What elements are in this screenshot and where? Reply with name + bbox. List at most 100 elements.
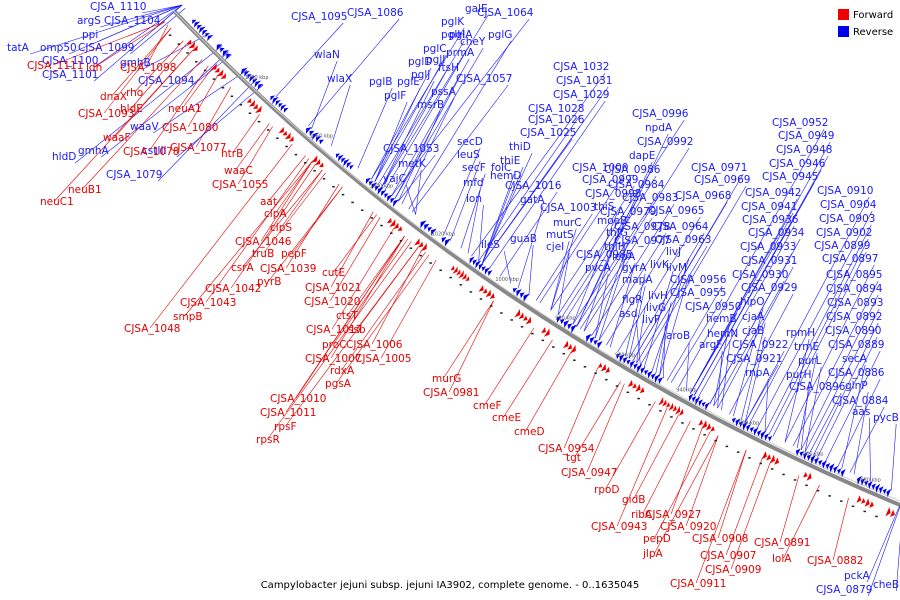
reverse-gene-arrow (343, 158, 350, 167)
forward-gene-arrow (541, 327, 546, 334)
label-connector (184, 161, 313, 317)
reverse-gene-label: CJSA_1095 (291, 11, 347, 23)
reverse-gene-arrow (319, 139, 324, 145)
feature-marker (552, 346, 555, 348)
forward-gene-label: CJSA_1006 (346, 339, 403, 351)
feature-marker (459, 284, 462, 286)
feature-marker (203, 69, 207, 72)
label-connector (685, 435, 719, 527)
label-connector (478, 204, 484, 262)
reverse-gene-label: hemB (706, 313, 737, 325)
forward-gene-label: neuA1 (168, 103, 202, 115)
reverse-gene-label: mapA (622, 274, 653, 286)
forward-gene-arrow (856, 495, 862, 503)
reverse-gene-label: CJSA_0890 (825, 325, 881, 337)
feature-marker (332, 185, 335, 188)
reverse-gene-arrow (381, 190, 387, 197)
label-connector (624, 273, 646, 357)
label-connector (111, 27, 172, 97)
feature-marker (615, 385, 619, 387)
reverse-gene-arrow (305, 127, 312, 134)
reverse-gene-arrow (254, 80, 262, 88)
legend-reverse-swatch (838, 26, 849, 37)
reverse-gene-arrow (692, 396, 697, 403)
reverse-gene-label: galE (465, 3, 488, 15)
reverse-gene-label: ileS (481, 239, 500, 251)
reverse-gene-label: CJSA_1003 (540, 202, 596, 214)
forward-gene-arrow (393, 222, 399, 229)
label-connector (800, 380, 810, 451)
reverse-gene-arrow (420, 220, 427, 229)
reverse-gene-label: CJSA_0889 (828, 339, 884, 351)
forward-gene-label: CJSA_1039 (260, 263, 316, 275)
reverse-gene-label: npdA (645, 122, 673, 134)
reverse-gene-label: CJSA_0929 (741, 282, 797, 294)
reverse-gene-label: trmE (794, 341, 819, 353)
label-connector (557, 119, 685, 316)
forward-gene-label: CJSA_0927 (645, 509, 701, 521)
label-connector (30, 4, 183, 55)
reverse-gene-arrow (392, 199, 400, 207)
forward-gene-label: rpsF (274, 421, 297, 433)
label-connector (307, 18, 400, 127)
label-connector (539, 173, 625, 304)
forward-gene-label: CJSA_1093 (78, 108, 134, 120)
reverse-gene-label: CJSA_0971 (691, 162, 747, 174)
reverse-gene-arrow (365, 177, 371, 185)
kbp-ticks: 1080 kbp 1060 kbp 1040 kbp 1020 kbp 1000 kbp… (245, 75, 881, 484)
forward-gene-label: cmeE (492, 412, 521, 424)
reverse-gene-arrow (252, 78, 258, 85)
reverse-gene-label: CJSA_0979 (600, 206, 656, 218)
reverse-gene-arrow (757, 430, 762, 437)
label-connector (517, 205, 544, 289)
feature-marker (541, 339, 545, 342)
reverse-gene-arrow (197, 24, 203, 30)
forward-gene-arrow (678, 408, 684, 416)
label-connector (275, 22, 344, 98)
label-connector (616, 407, 668, 527)
label-connector (460, 173, 486, 249)
reverse-gene-label: CJSA_1032 (553, 61, 609, 73)
label-connector (230, 164, 316, 289)
reverse-gene-label: CJSA_0895 (826, 269, 882, 281)
reverse-gene-arrow (207, 34, 214, 42)
forward-gene-label: pepD (643, 533, 671, 545)
label-connector (142, 4, 183, 14)
label-connector (636, 305, 646, 364)
reverse-gene-arrow (567, 323, 573, 330)
forward-gene-arrow (186, 39, 192, 45)
reverse-gene-arrow (475, 260, 482, 269)
forward-gene-label: rpoD (594, 484, 620, 496)
reverse-gene-label: thiS (594, 201, 615, 213)
label-connector (666, 285, 723, 381)
label-connector (443, 300, 494, 379)
forward-gene-arrow (456, 269, 461, 276)
label-connector (572, 212, 618, 325)
reverse-gene-arrow (856, 475, 862, 485)
feature-marker (429, 262, 432, 264)
reverse-gene-arrow (469, 256, 475, 264)
forward-gene-arrow (705, 423, 711, 431)
label-connector (654, 435, 719, 554)
kbp-tick-label: 880 kbp (860, 478, 880, 484)
label-connector (572, 190, 661, 325)
reverse-gene-arrow (560, 319, 565, 325)
reverse-gene-arrow (795, 448, 801, 456)
label-connector (398, 154, 436, 202)
forward-gene-label: htrB (221, 148, 243, 160)
forward-gene-label: dnaX (100, 91, 127, 103)
reverse-gene-label: thiE (500, 155, 520, 167)
reverse-gene-label: hldD (52, 151, 76, 163)
label-connector (374, 54, 447, 183)
forward-gene-arrow (597, 362, 603, 368)
forward-gene-label: murG (432, 373, 461, 385)
forward-gene-arrow (632, 383, 637, 389)
label-connector (756, 210, 873, 429)
label-connector (94, 21, 166, 68)
forward-gene-arrow (288, 136, 294, 142)
reverse-gene-label: pvcA (585, 262, 612, 274)
feature-marker (239, 104, 243, 106)
reverse-gene-label: pglC (423, 43, 447, 55)
label-connector (391, 58, 470, 196)
reverse-gene-arrow (597, 341, 603, 349)
